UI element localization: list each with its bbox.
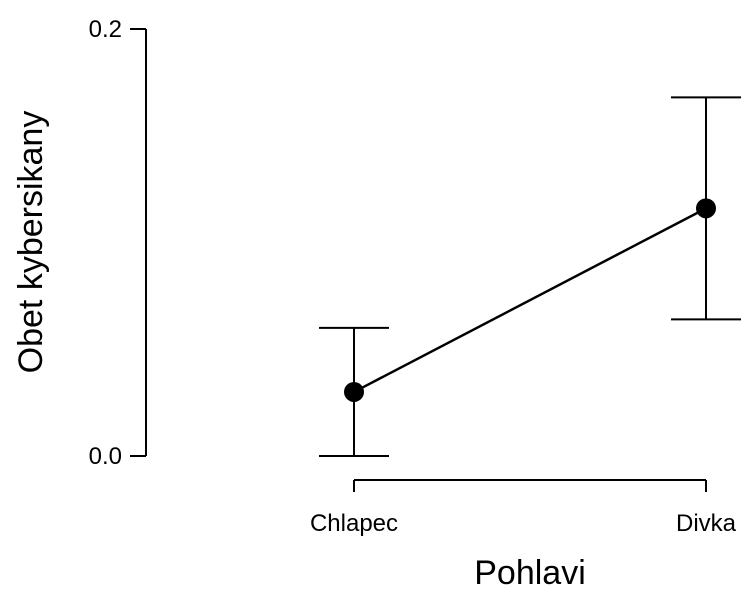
plot-area: [319, 96, 741, 457]
y-tick-label: 0.2: [89, 16, 122, 43]
data-point: [344, 381, 364, 402]
y-axis: 0.0 0.2: [89, 16, 147, 470]
x-axis: Chlapec Divka: [310, 479, 737, 537]
y-axis-title: Obet kybersikany: [12, 111, 50, 374]
x-tick-label: Chlapec: [310, 510, 398, 537]
series-line: [353, 207, 707, 394]
y-tick-label: 0.0: [89, 443, 122, 470]
x-tick-label: Divka: [676, 510, 737, 537]
x-axis-title: Pohlavi: [474, 554, 586, 592]
data-point: [696, 198, 716, 219]
